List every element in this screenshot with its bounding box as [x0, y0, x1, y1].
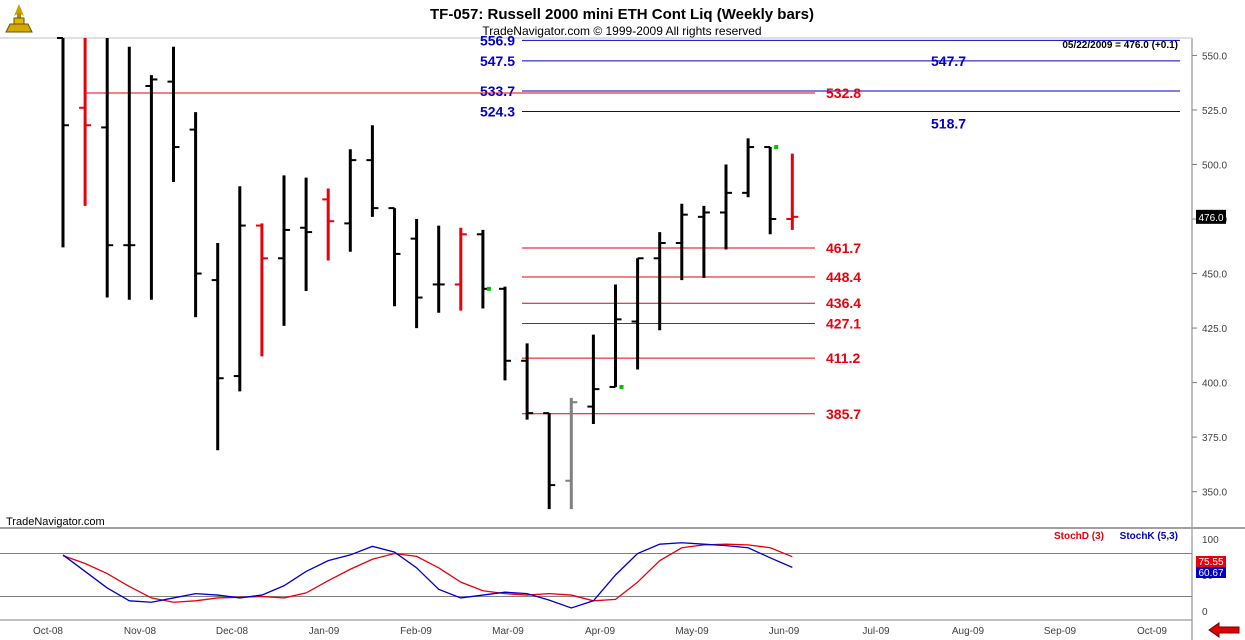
- blue-level-label: 518.7: [931, 116, 966, 132]
- copyright: TradeNavigator.com © 1999-2009 All right…: [482, 24, 761, 38]
- stoch-d-value: 75.55: [1198, 557, 1223, 568]
- ohlc-bar: [233, 186, 246, 392]
- red-level-label: 532.8: [826, 85, 861, 101]
- ohlc-bar: [720, 164, 732, 250]
- ohlc-bar: [631, 257, 644, 370]
- stoch-k-line: [62, 542, 793, 609]
- ohlc-bar: [344, 149, 357, 252]
- stoch-k-value: 60.67: [1198, 568, 1223, 579]
- stoch-k-legend: StochK (5,3): [1120, 531, 1178, 542]
- ohlc-bar: [454, 227, 467, 311]
- month-label: Oct-08: [33, 626, 63, 637]
- ohlc-bar: [189, 112, 202, 318]
- ohlc-bar: [255, 223, 268, 357]
- month-label: Nov-08: [124, 626, 157, 637]
- signal-marker: [774, 145, 779, 150]
- month-label: Apr-09: [585, 626, 615, 637]
- price-tick-label: 375.0: [1202, 433, 1227, 444]
- stoch-d-line: [62, 543, 793, 603]
- ohlc-bar: [167, 46, 180, 182]
- red-level-label: 385.7: [826, 406, 861, 422]
- month-label: May-09: [675, 626, 709, 637]
- last-price-label: 476.0: [1198, 213, 1223, 224]
- watermark: TradeNavigator.com: [6, 516, 105, 528]
- price-tick-label: 525.0: [1202, 106, 1227, 117]
- month-label: Mar-09: [492, 626, 524, 637]
- ohlc-bar: [211, 243, 224, 451]
- month-label: Feb-09: [400, 626, 432, 637]
- ohlc-bar: [742, 138, 755, 198]
- red-level-label: 448.4: [826, 269, 861, 285]
- red-level-label: 411.2: [826, 350, 860, 366]
- quote-readout: 05/22/2009 = 476.0 (+0.1): [1062, 40, 1178, 51]
- navigator-logo-icon: [5, 4, 33, 33]
- price-tick-label: 425.0: [1202, 324, 1227, 335]
- blue-level-label: 556.9: [480, 32, 515, 48]
- ohlc-bar: [388, 207, 401, 307]
- price-tick-label: 450.0: [1202, 270, 1227, 281]
- month-label: Jan-09: [309, 626, 340, 637]
- ohlc-bar: [145, 75, 158, 300]
- ohlc-bar: [79, 38, 92, 206]
- ohlc-bar: [565, 397, 578, 510]
- ohlc-bar: [764, 146, 777, 235]
- month-label: Sep-09: [1044, 626, 1077, 637]
- ohlc-bar: [675, 203, 688, 281]
- ohlc-bar: [410, 219, 423, 329]
- stoch-d-legend: StochD (3): [1054, 531, 1104, 542]
- ohlc-bar: [653, 232, 666, 331]
- red-level-label: 427.1: [826, 315, 861, 331]
- price-tick-label: 400.0: [1202, 379, 1227, 390]
- stoch-k-value-tag: [1196, 567, 1226, 578]
- ohlc-bar: [476, 229, 489, 309]
- signal-marker: [619, 384, 624, 389]
- red-level-label: 436.4: [826, 295, 861, 311]
- ohlc-bar: [587, 334, 600, 425]
- signal-marker: [486, 286, 491, 291]
- stoch-tick-label: 0: [1202, 607, 1208, 618]
- ohlc-bar: [697, 205, 710, 278]
- ohlc-bar: [543, 412, 556, 510]
- price-tick-label: 500.0: [1202, 160, 1227, 171]
- month-label: Aug-09: [952, 626, 985, 637]
- chart-title: TF-057: Russell 2000 mini ETH Cont Liq (…: [430, 6, 814, 23]
- ohlc-bar: [322, 188, 335, 261]
- ohlc-bar: [101, 38, 114, 298]
- ohlc-bar: [300, 177, 313, 291]
- ohlc-bar: [57, 37, 69, 248]
- blue-level-label: 533.7: [480, 83, 515, 99]
- month-label: Dec-08: [216, 626, 249, 637]
- ohlc-bar: [609, 284, 622, 388]
- blue-level-label: 524.3: [480, 103, 515, 119]
- month-label: Oct-09: [1137, 626, 1167, 637]
- month-label: Jun-09: [769, 626, 800, 637]
- ohlc-bar: [499, 286, 511, 381]
- stoch-tick-label: 100: [1202, 535, 1219, 546]
- last-price-tag: [1196, 209, 1226, 224]
- ohlc-bar: [278, 175, 290, 326]
- blue-level-label: 547.7: [931, 53, 966, 69]
- price-tick-label: 350.0: [1202, 488, 1227, 499]
- ohlc-bar: [123, 46, 136, 300]
- ohlc-bar: [366, 125, 379, 217]
- red-level-label: 461.7: [826, 240, 861, 256]
- ohlc-bar: [521, 343, 534, 420]
- scroll-back-arrow-icon[interactable]: [1207, 622, 1241, 638]
- stoch-d-value-tag: [1196, 556, 1226, 567]
- blue-level-label: 547.5: [480, 53, 515, 69]
- ohlc-bar: [786, 153, 799, 230]
- ohlc-bar: [432, 225, 445, 313]
- month-label: Jul-09: [862, 626, 890, 637]
- price-tick-label: 550.0: [1202, 51, 1227, 62]
